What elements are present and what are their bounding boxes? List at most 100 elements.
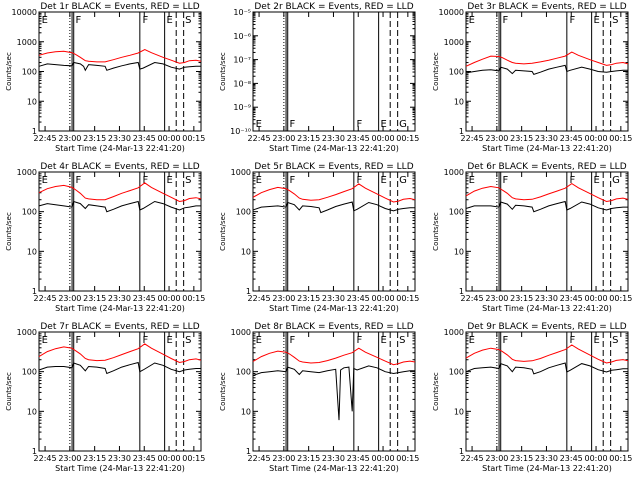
segment-flag: E [42,335,48,346]
panel-det-8: Det 8r BLACK = Events, RED = LLD 1 10 100 10… [219,322,419,473]
x-tick-label: 23:00 [485,134,508,143]
segment-flag: E [469,175,475,186]
x-tick-label: 23:15 [83,134,106,143]
y-tick-label: 10 [241,247,251,256]
x-tick-label: 00:15 [182,454,205,463]
x-axis-label: Start Time (24-Mar-13 22:41:20) [55,144,185,153]
segment-flag: E [380,119,386,130]
x-tick-label: 23:30 [535,294,558,303]
segment-flag: E [593,335,599,346]
x-tick-label: 22:45 [461,134,484,143]
x-axis-label: Start Time (24-Mar-13 22:41:20) [482,144,612,153]
x-tick-label: 00:15 [609,294,632,303]
x-tick-label: 22:45 [248,294,271,303]
y-tick-label: 100 [449,208,464,217]
x-axis-label: Start Time (24-Mar-13 22:41:20) [482,464,612,473]
x-tick-label: 00:00 [372,134,395,143]
lld-series-line [465,51,629,67]
x-tick-label: 23:30 [108,294,131,303]
y-axis-label: Counts/sec [432,372,440,411]
x-tick-label: 23:15 [510,134,533,143]
x-tick-label: 23:15 [83,454,106,463]
events-series-line [252,201,415,214]
plot-frame [252,331,416,452]
segment-flag: E [166,175,172,186]
segment-flag: F [356,175,362,186]
x-tick-label: 23:15 [297,134,320,143]
y-axis-label: Counts/sec [432,212,440,251]
x-tick-label: 00:00 [158,134,181,143]
x-tick-label: 23:15 [297,294,320,303]
y-tick-label: 100 [236,208,251,217]
y-tick-label: 1000 [444,38,464,47]
y-tick-label: 10⁻⁶ [233,32,251,41]
y-axis-label: Counts/sec [5,52,13,91]
events-series-line [38,361,201,375]
y-axis-label: Counts/sec [432,52,440,91]
lld-series-line [38,48,202,64]
y-tick-label: 100 [22,68,37,77]
events-series-line [465,64,628,76]
y-tick-label: 10 [454,97,464,106]
panel-title: Det 6r BLACK = Events, RED = LLD [467,162,626,172]
x-axis-label: Start Time (24-Mar-13 22:41:20) [55,304,185,313]
y-tick-label: 1000 [231,328,251,337]
segment-flag: S [185,175,191,186]
x-tick-label: 22:45 [461,454,484,463]
y-axis-label: Counts/sec [219,212,227,251]
lld-series-line [465,344,629,364]
x-tick-label: 00:00 [158,454,181,463]
y-tick-label: 10 [27,97,37,106]
segment-flag: F [569,15,575,26]
panel-det-3: Det 3r BLACK = Events, RED = LLD 1 10 100 10… [432,2,632,153]
x-tick-label: 23:45 [560,134,583,143]
y-tick-label: 1000 [231,168,251,177]
x-tick-label: 00:15 [396,294,419,303]
y-tick-label: 1000 [17,328,37,337]
segment-flag: G [399,119,407,130]
segment-flag: E [42,175,48,186]
segment-flag: G [612,175,620,186]
x-tick-label: 00:15 [182,134,205,143]
segment-flag: F [76,15,82,26]
x-tick-label: 23:00 [272,454,295,463]
x-tick-label: 23:00 [485,454,508,463]
y-tick-label: 10000 [439,8,464,17]
y-tick-label: 10⁻⁹ [233,103,251,112]
segment-flag: F [76,175,82,186]
segment-flag: E [166,15,172,26]
panel-det-7: Det 7r BLACK = Events, RED = LLD 1 10 100 10… [5,322,205,473]
y-tick-label: 1000 [17,38,37,47]
panel-det-4: Det 4r BLACK = Events, RED = LLD 1 10 100 10… [5,162,205,313]
y-tick-label: 100 [22,208,37,217]
segment-flag: E [593,175,599,186]
x-tick-label: 00:00 [585,134,608,143]
y-tick-label: 1 [246,447,251,456]
segment-flag: S [612,335,618,346]
segment-flag: E [380,335,386,346]
y-tick-label: 1 [246,287,251,296]
x-tick-label: 23:45 [133,294,156,303]
panel-det-5: Det 5r BLACK = Events, RED = LLD 1 10 100 10… [219,162,419,313]
x-tick-label: 23:30 [535,134,558,143]
panel-title: Det 5r BLACK = Events, RED = LLD [254,162,413,172]
x-tick-label: 23:00 [58,134,81,143]
y-tick-label: 10 [241,407,251,416]
x-axis-label: Start Time (24-Mar-13 22:41:20) [55,464,185,473]
y-tick-label: 10 [454,247,464,256]
x-tick-label: 22:45 [248,454,271,463]
lld-series-line [38,182,202,203]
panel-title: Det 8r BLACK = Events, RED = LLD [254,322,413,332]
x-tick-label: 23:45 [560,294,583,303]
x-axis-label: Start Time (24-Mar-13 22:41:20) [269,304,399,313]
segment-flag: S [185,335,191,346]
x-tick-label: 23:00 [272,294,295,303]
x-tick-label: 23:45 [560,454,583,463]
lld-series-line [252,347,416,366]
segment-flag: E [42,15,48,26]
y-tick-label: 100 [236,368,251,377]
events-series-line [465,200,628,213]
segment-flag: E [469,335,475,346]
y-tick-label: 1 [32,127,37,136]
x-axis-label: Start Time (24-Mar-13 22:41:20) [269,144,399,153]
